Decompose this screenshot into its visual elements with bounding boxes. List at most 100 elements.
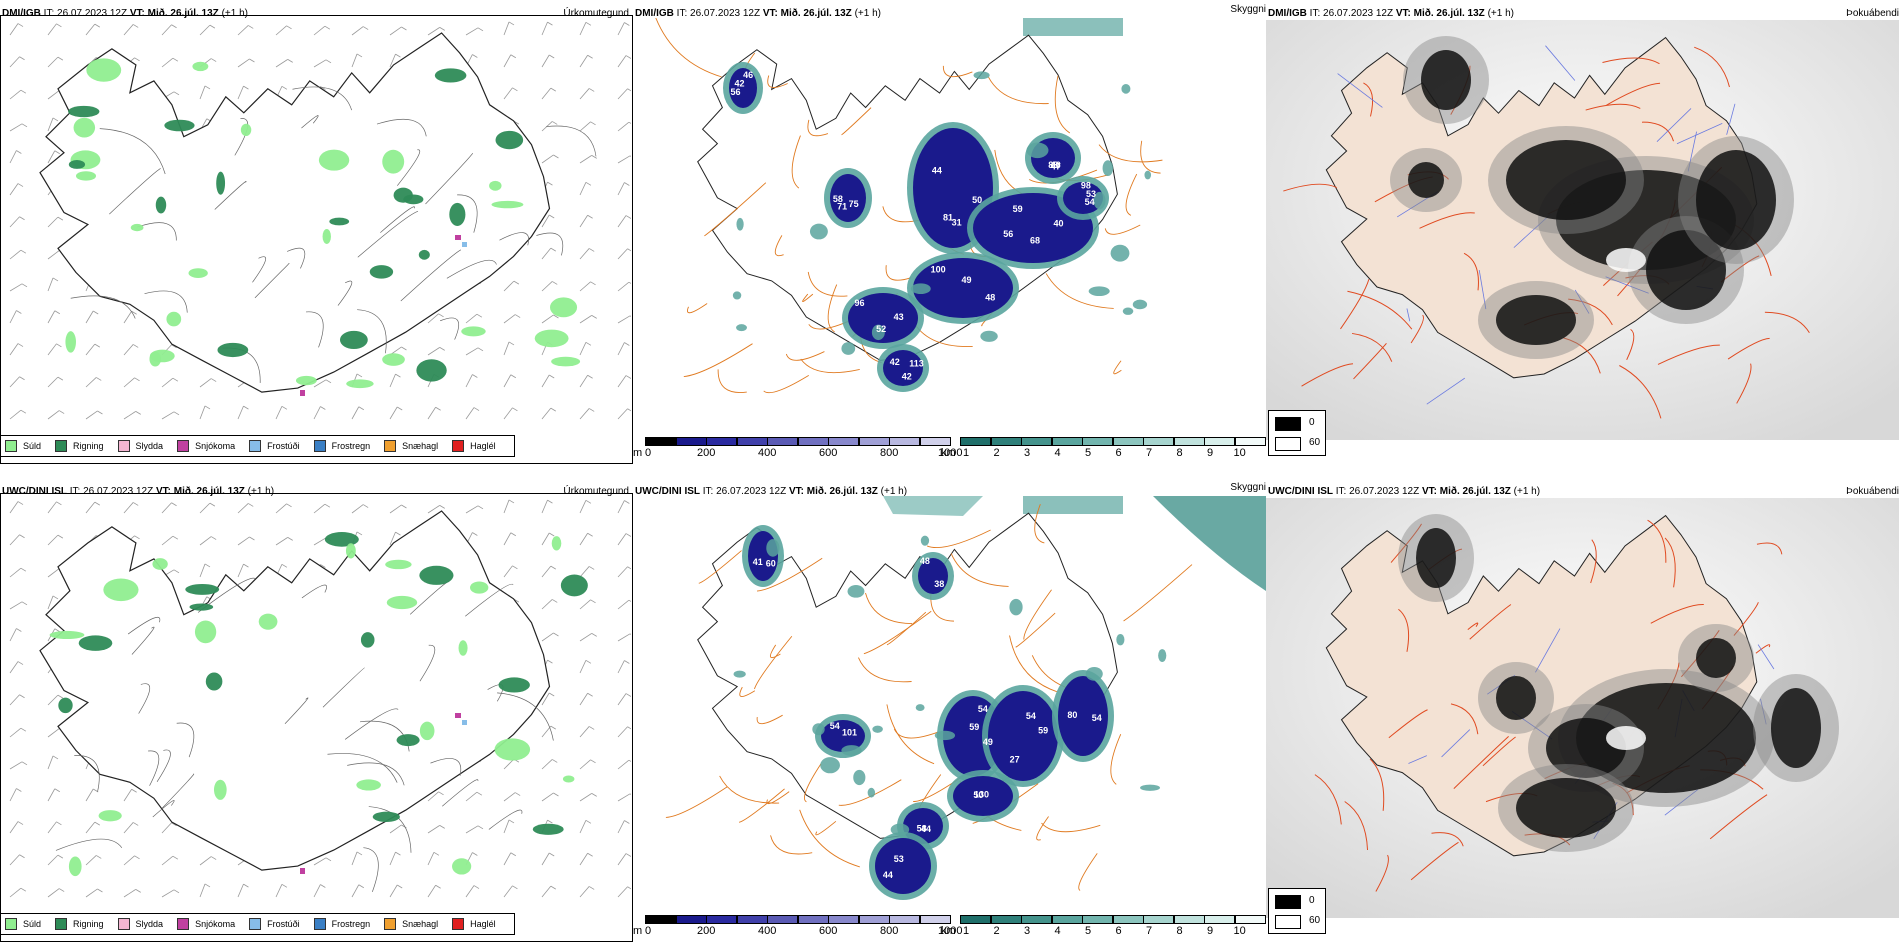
visibility-value-label: 81 <box>943 213 953 223</box>
fog-legend-swatch <box>1275 437 1301 451</box>
visibility-value-label: 98 <box>1081 181 1091 191</box>
visibility-value-label: 58 <box>917 824 927 834</box>
legend-item: Snjókoma <box>177 918 235 930</box>
colorbar-tick: 600 <box>819 925 838 937</box>
colorbar-segment <box>797 437 829 446</box>
lead-time: (+1 h) <box>221 8 248 19</box>
road-network <box>1283 45 1810 419</box>
precip-type-legend: Súld Rigning Slydda Snjókoma Frostúði Frostre… <box>0 913 515 935</box>
it-value: 26.07.2023 12Z <box>690 8 761 19</box>
road-network <box>665 504 1193 891</box>
colorbar-tick: 5 <box>1085 925 1092 937</box>
colorbar-tick: 8 <box>1176 447 1183 459</box>
vt-label: VT: <box>762 8 778 19</box>
legend-label: Frostúði <box>267 919 300 929</box>
model-name: DMI/IGB <box>1268 8 1307 19</box>
colorbar-tick: 0 <box>645 447 652 459</box>
colorbar-segment <box>675 915 707 924</box>
colorbar-segment <box>1112 915 1144 924</box>
visibility-value-label: 54 <box>1092 713 1102 723</box>
colorbar-tick: 10 <box>1233 447 1246 459</box>
legend-item: Snæhagl <box>384 918 438 930</box>
panel-title: Úrkomutegund <box>563 486 629 497</box>
it-value: 26.07.2023 12Z <box>716 486 787 497</box>
legend-label: Súld <box>23 919 42 929</box>
colorbar-tick: 200 <box>697 447 716 459</box>
colorbar-segment <box>828 915 859 924</box>
visibility-value-label: 50 <box>973 790 983 800</box>
visibility-value-label: 38 <box>934 579 944 589</box>
visibility-value-label: 50 <box>972 195 982 205</box>
legend-item: Rigning <box>55 440 104 452</box>
colorbar-tick: 8 <box>1176 925 1183 937</box>
precip-type-panel: DMI/IGB IT: 26.07.2023 12Z VT: Mið. 26.j… <box>0 0 633 473</box>
colorbar-tick: 1000 <box>938 925 963 937</box>
colorbar-tick: 200 <box>697 925 716 937</box>
colorbar-unit: m <box>633 925 643 937</box>
low-visibility-areas <box>723 62 1152 392</box>
visibility-value-label: 60 <box>766 558 776 568</box>
it-value: 26.07.2023 12Z <box>57 8 128 19</box>
colorbar-segment <box>1173 915 1205 924</box>
legend-item: Snæhagl <box>384 440 438 452</box>
vt-value: Mið. 26.júl. 13Z <box>1439 486 1511 497</box>
colorbar-segment <box>706 437 737 446</box>
legend-label: Frostregn <box>331 919 371 929</box>
vt-label: VT: <box>1395 8 1411 19</box>
colorbar-segment <box>990 915 1022 924</box>
visibility-value-label: 31 <box>952 217 962 227</box>
legend-label: Snæhagl <box>402 919 439 929</box>
legend-swatch <box>55 918 68 930</box>
visibility-value-label: 96 <box>854 298 864 308</box>
legend-swatch <box>117 440 130 452</box>
legend-item: Súld <box>5 440 41 452</box>
legend-label: Snæhagl <box>402 441 439 451</box>
visibility-value-label: 52 <box>876 324 886 334</box>
colorbar-tick: 9 <box>1207 447 1214 459</box>
colorbar-segment <box>1143 437 1174 446</box>
colorbar-segment <box>736 915 768 924</box>
panel-title: Úrkomutegund <box>563 8 629 19</box>
fog-legend-label: 60 <box>1309 437 1321 448</box>
legend-item: Frostúði <box>249 440 300 452</box>
colorbar-tick: 2 <box>993 925 1000 937</box>
colorbar-tick: 5 <box>1085 447 1092 459</box>
fog-areas <box>1390 36 1794 359</box>
colorbar-tick: 600 <box>819 447 838 459</box>
low-visibility-areas <box>733 525 1167 900</box>
fog-areas <box>1398 514 1839 852</box>
visibility-value-label: 53 <box>1086 189 1096 199</box>
lead-time: (+1 h) <box>1513 486 1541 497</box>
colorbar-unit: m <box>633 447 643 459</box>
colorbar-tick: 1 <box>963 925 970 937</box>
legend-swatch <box>5 440 17 452</box>
colorbar-segment <box>828 437 859 446</box>
fog-indicator-map <box>1266 20 1899 440</box>
visibility-value-label: 54 <box>1026 711 1036 721</box>
legend-label: Haglél <box>470 919 496 929</box>
colorbar-segment <box>675 437 707 446</box>
it-label: IT: <box>43 8 55 19</box>
visibility-value-label: 54 <box>978 704 988 714</box>
legend-label: Slydda <box>135 919 164 929</box>
visibility-value-label: 46 <box>1051 160 1061 170</box>
lead-time: (+1 h) <box>880 486 908 497</box>
visibility-value-label: 48 <box>985 292 995 302</box>
legend-swatch <box>452 440 465 452</box>
legend-label: Haglél <box>470 441 496 451</box>
it-label: IT: <box>676 8 688 19</box>
fog-legend-swatch <box>1275 895 1301 909</box>
legend-swatch <box>249 440 262 452</box>
fog-indicator-panel: DMI/IGB IT: 26.07.2023 12Z VT: Mið. 26.j… <box>1266 0 1899 473</box>
visibility-value-label: 43 <box>894 312 904 322</box>
precip-areas <box>65 58 581 396</box>
colorbar-tick: 4 <box>1054 447 1061 459</box>
colorbar-tick: 1000 <box>938 447 963 459</box>
colorbar-segment <box>645 915 676 924</box>
visibility-value-label: 56 <box>1003 229 1013 239</box>
vt-value: Mið. 26.júl. 13Z <box>173 486 245 497</box>
legend-label: Snjókoma <box>195 441 236 451</box>
it-value: 26.07.2023 12Z <box>83 486 154 497</box>
legend-item: Frostregn <box>313 918 371 930</box>
